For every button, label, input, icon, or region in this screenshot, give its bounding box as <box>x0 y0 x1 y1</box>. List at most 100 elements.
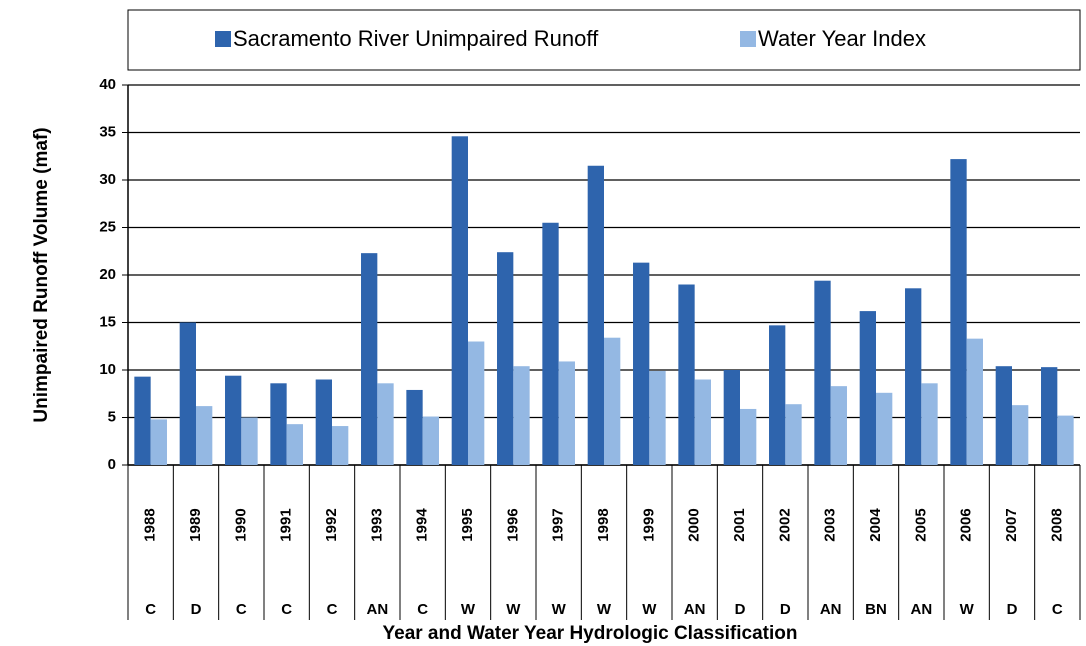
classification-label: D <box>191 601 202 618</box>
y-tick-label: 35 <box>99 123 116 140</box>
bar <box>286 424 303 465</box>
classification-label: W <box>597 601 612 618</box>
legend-swatch <box>740 31 756 47</box>
bar <box>950 159 967 465</box>
classification-label: AN <box>910 601 932 618</box>
bar <box>497 252 514 465</box>
bar <box>196 406 213 465</box>
bar <box>315 379 332 465</box>
x-tick-label: 1990 <box>232 508 249 541</box>
bar <box>406 389 423 465</box>
classification-label: C <box>417 601 428 618</box>
classification-label: C <box>1052 601 1063 618</box>
classification-label: AN <box>684 601 706 618</box>
classification-label: W <box>506 601 521 618</box>
classification-label: D <box>780 601 791 618</box>
x-tick-label: 2004 <box>867 508 884 542</box>
classification-label: W <box>552 601 567 618</box>
x-tick-label: 1999 <box>640 508 657 541</box>
y-tick-label: 40 <box>99 76 116 93</box>
bar <box>361 253 378 465</box>
x-tick-label: 1993 <box>368 508 385 541</box>
classification-label: W <box>960 601 975 618</box>
bar <box>558 361 575 465</box>
bar <box>694 379 711 465</box>
bar <box>678 284 695 465</box>
y-tick-label: 30 <box>99 171 116 188</box>
y-tick-label: 25 <box>99 218 116 235</box>
classification-label: C <box>281 601 292 618</box>
x-tick-label: 2003 <box>822 508 839 541</box>
x-tick-label: 2000 <box>686 508 703 541</box>
x-tick-label: 1997 <box>550 508 567 541</box>
bar <box>587 165 604 465</box>
y-tick-label: 5 <box>108 408 116 425</box>
bar <box>723 370 740 465</box>
x-tick-label: 2002 <box>776 508 793 541</box>
classification-label: C <box>236 601 247 618</box>
x-tick-label: 1996 <box>504 508 521 541</box>
bar <box>604 337 621 465</box>
x-tick-label: 1991 <box>278 508 295 541</box>
classification-label: D <box>735 601 746 618</box>
y-tick-label: 20 <box>99 266 116 283</box>
x-tick-label: 1992 <box>323 508 340 541</box>
bar <box>225 375 242 465</box>
x-axis-title: Year and Water Year Hydrologic Classific… <box>383 623 798 644</box>
x-tick-label: 1988 <box>142 508 159 541</box>
classification-label: D <box>1007 601 1018 618</box>
bar <box>134 376 151 465</box>
y-tick-label: 0 <box>108 456 116 473</box>
bar <box>422 416 439 465</box>
x-tick-label: 2006 <box>958 508 975 541</box>
bar <box>633 262 650 465</box>
x-tick-label: 2008 <box>1048 508 1065 541</box>
bar <box>1041 367 1058 465</box>
legend-label: Sacramento River Unimpaired Runoff <box>233 26 599 51</box>
bar <box>451 136 468 466</box>
classification-label: AN <box>366 601 388 618</box>
bar <box>740 408 757 465</box>
bar <box>830 386 847 465</box>
bar <box>468 341 485 465</box>
x-tick-label: 1989 <box>187 508 204 541</box>
bar <box>150 419 167 465</box>
bar <box>905 288 922 465</box>
bar <box>241 417 258 465</box>
y-tick-label: 10 <box>99 361 116 378</box>
bar <box>1012 405 1029 465</box>
x-tick-label: 2001 <box>731 508 748 541</box>
y-axis-title: Unimpaired Runoff Volume (maf) <box>31 127 52 422</box>
bar <box>332 426 349 465</box>
bar <box>1057 415 1074 465</box>
classification-label: BN <box>865 601 887 618</box>
legend-box <box>127 9 1081 71</box>
legend-swatch <box>215 31 231 47</box>
classification-label: W <box>461 601 476 618</box>
bar <box>513 366 530 465</box>
bar <box>769 325 786 465</box>
bar <box>179 322 196 465</box>
bar <box>377 383 394 465</box>
classification-label: W <box>642 601 657 618</box>
x-tick-label: 1994 <box>414 508 431 542</box>
bar <box>542 222 559 465</box>
bar <box>966 338 983 465</box>
bar <box>859 311 876 465</box>
bar <box>649 370 666 465</box>
x-tick-label: 1995 <box>459 508 476 541</box>
x-tick-label: 2007 <box>1003 508 1020 541</box>
y-tick-label: 15 <box>99 313 116 330</box>
bar <box>995 366 1012 465</box>
bar <box>876 392 893 465</box>
x-tick-label: 1998 <box>595 508 612 541</box>
classification-label: C <box>327 601 338 618</box>
classification-label: C <box>145 601 156 618</box>
legend-label: Water Year Index <box>758 26 926 51</box>
classification-label: AN <box>820 601 842 618</box>
bar <box>814 280 831 465</box>
bar <box>785 404 802 465</box>
x-tick-label: 2005 <box>912 508 929 541</box>
bar <box>270 383 287 465</box>
